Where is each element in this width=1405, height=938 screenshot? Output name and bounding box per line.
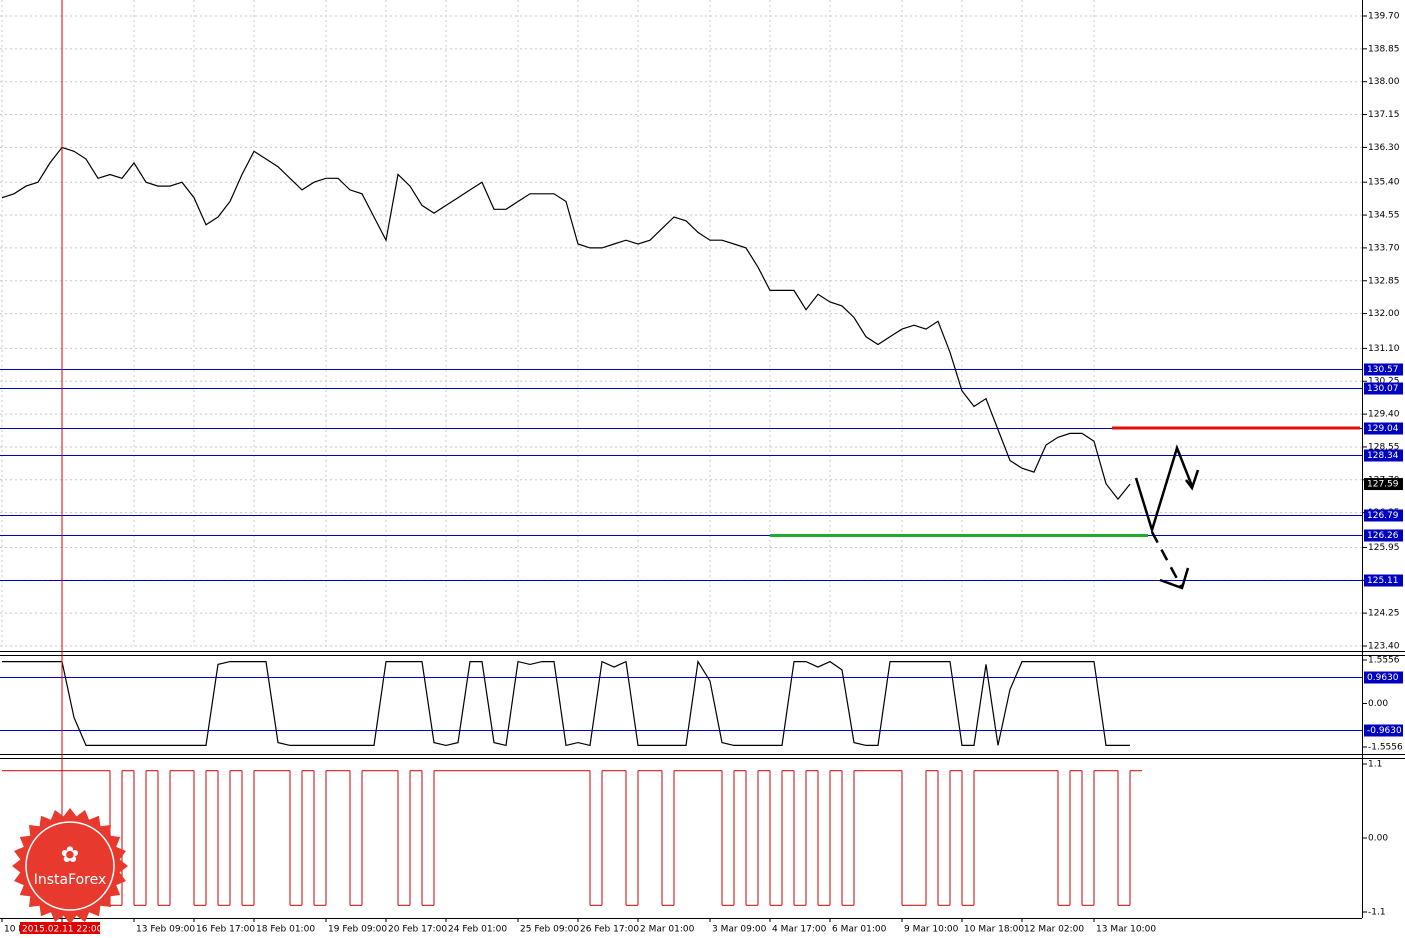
level-label-box xyxy=(1364,574,1403,587)
y-tick-label: -1.5556 xyxy=(1368,743,1403,753)
pane-frames xyxy=(0,0,1405,919)
level-label: 126.26 xyxy=(1367,531,1399,541)
level-label: 125.11 xyxy=(1367,576,1399,586)
level-label-box xyxy=(1364,671,1403,684)
y-tick-label: 129.40 xyxy=(1368,410,1400,420)
last-price-box xyxy=(1364,478,1403,491)
y-tick-label: 0.00 xyxy=(1368,834,1388,844)
level-label-box xyxy=(1364,529,1403,542)
x-tick-label: 24 Feb 01:00 xyxy=(448,925,507,935)
level-label-box xyxy=(1364,724,1403,737)
level-label: 128.34 xyxy=(1367,451,1399,461)
x-tick-label: 2 Mar 01:00 xyxy=(640,925,695,935)
forecast-arrow xyxy=(1134,444,1194,535)
y-tick-label: 133.70 xyxy=(1368,243,1400,253)
y-tick-label: 139.70 xyxy=(1368,12,1400,22)
level-label-box xyxy=(1364,449,1403,462)
series-line xyxy=(1,146,1131,501)
y-tick-label: -1.1 xyxy=(1368,908,1386,918)
y-tick-label: 130.25 xyxy=(1368,377,1400,387)
y-tick-label: 137.15 xyxy=(1368,110,1400,120)
y-tick-label: 0.00 xyxy=(1368,699,1388,709)
level-label-box xyxy=(1364,382,1403,395)
level-label: 130.07 xyxy=(1367,384,1399,394)
y-tick-label: 124.25 xyxy=(1368,609,1400,619)
x-tick-label: 20 Feb 17:00 xyxy=(388,925,447,935)
x-tick-label: 3 Mar 09:00 xyxy=(712,925,767,935)
y-tick-label: 138.85 xyxy=(1368,44,1400,54)
x-tick-label: 4 Mar 17:00 xyxy=(772,925,827,935)
badge-circle xyxy=(25,821,115,911)
x-tick-label: 25 Feb 09:00 xyxy=(520,925,579,935)
x-tick-label: 12 Mar 02:00 xyxy=(1024,925,1084,935)
last-price-label: 127.59 xyxy=(1367,480,1399,490)
x-tick-label: 16 Feb 17:00 xyxy=(196,925,255,935)
x-tick-label: 18 Feb 01:00 xyxy=(256,925,315,935)
level-label-box xyxy=(1364,509,1403,522)
watermark: InstaForex xyxy=(34,872,107,888)
x-tick-label: 19 Feb 09:00 xyxy=(328,925,387,935)
y-tick-label: 136.30 xyxy=(1368,143,1400,153)
x-tick-label: 26 Feb 17:00 xyxy=(580,925,639,935)
y-tick-label: 131.10 xyxy=(1368,344,1400,354)
cursor-label-box xyxy=(20,922,100,934)
y-tick-label: 138.00 xyxy=(1368,77,1400,87)
watermark-badge: ✿ InstaForex xyxy=(12,808,128,924)
y-tick-label: 132.00 xyxy=(1368,309,1400,319)
level-label: 130.57 xyxy=(1367,365,1399,375)
y-tick-label: 125.95 xyxy=(1368,543,1400,553)
forecast-arrow-dashed xyxy=(1150,531,1184,589)
arrow-head xyxy=(1185,469,1200,491)
level-label: 129.04 xyxy=(1367,424,1399,434)
x-tick-label: 10 Mar 18:00 xyxy=(964,925,1024,935)
x-tick-label: 13 Mar 10:00 xyxy=(1096,925,1156,935)
cursor-label: 2015.02.11 22:00 xyxy=(22,925,103,935)
y-tick-label: 1.1 xyxy=(1368,760,1382,770)
level-label: 0.9630 xyxy=(1367,673,1399,683)
level-label-box xyxy=(1364,363,1403,376)
x-tick-label: 13 Feb 09:00 xyxy=(136,925,195,935)
level-label: 126.79 xyxy=(1367,511,1399,521)
forecast-arrows xyxy=(1134,444,1200,590)
series-line xyxy=(2,659,1130,747)
arrow-head xyxy=(1159,567,1190,590)
y-tick-label: 134.55 xyxy=(1368,211,1400,221)
y-tick-label: 132.85 xyxy=(1368,276,1400,286)
y-tick-label: 123.40 xyxy=(1368,642,1400,652)
level-label: -0.9630 xyxy=(1367,726,1402,736)
y-tick-label: 1.5556 xyxy=(1368,656,1400,666)
y-tick-label: 135.40 xyxy=(1368,178,1400,188)
level-label-box xyxy=(1364,422,1403,435)
badge-icon: ✿ xyxy=(61,843,79,868)
x-tick-label: 6 Mar 01:00 xyxy=(832,925,887,935)
x-tick-label: 9 Mar 10:00 xyxy=(904,925,959,935)
y-tick-label: 128.55 xyxy=(1368,442,1400,452)
